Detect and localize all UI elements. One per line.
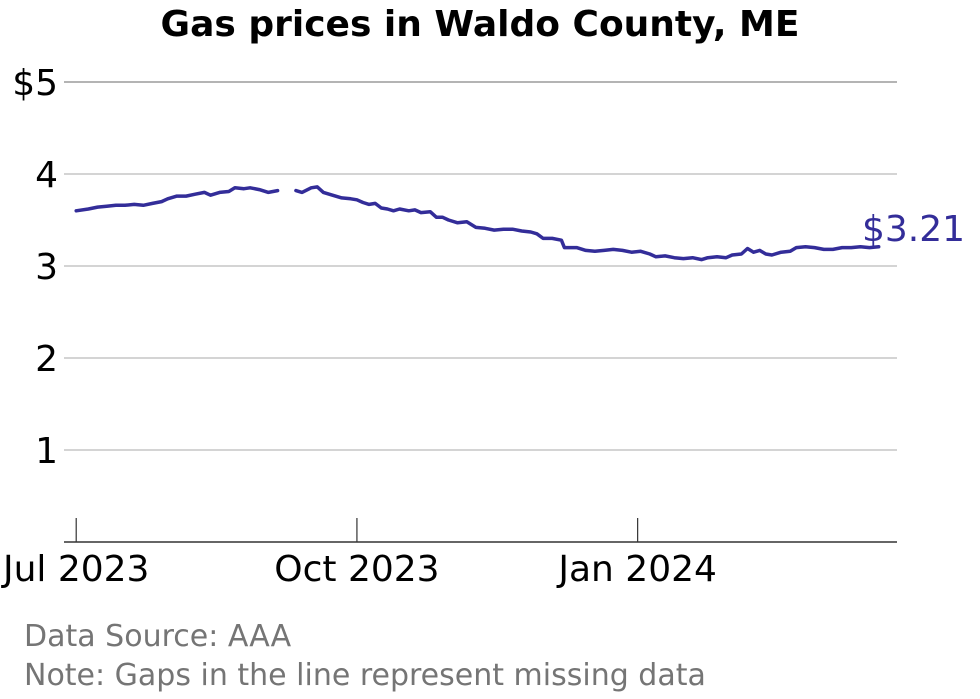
data-source-note: Data Source: AAA <box>24 619 292 654</box>
x-tick-label: Jan 2024 <box>556 549 717 590</box>
grid-lines <box>64 81 897 451</box>
price-series <box>74 185 881 262</box>
y-axis-ticks: $5 4 3 2 1 <box>12 63 58 472</box>
chart-title: Gas prices in Waldo County, ME <box>161 4 800 45</box>
missing-data-note: Note: Gaps in the line represent missing… <box>24 658 706 693</box>
y-tick-label: $5 <box>12 63 58 104</box>
last-price-label: $3.21 <box>862 209 965 250</box>
x-axis-ticks: Jul 2023 Oct 2023 Jan 2024 <box>1 518 717 590</box>
y-tick-label: 4 <box>35 155 58 196</box>
series-line-segment <box>294 185 881 262</box>
x-tick-label: Jul 2023 <box>1 549 150 590</box>
y-tick-label: 3 <box>35 247 58 288</box>
series-line-segment <box>74 186 280 213</box>
y-tick-label: 1 <box>35 431 58 472</box>
x-tick-label: Oct 2023 <box>274 549 439 590</box>
y-tick-label: 2 <box>35 339 58 380</box>
